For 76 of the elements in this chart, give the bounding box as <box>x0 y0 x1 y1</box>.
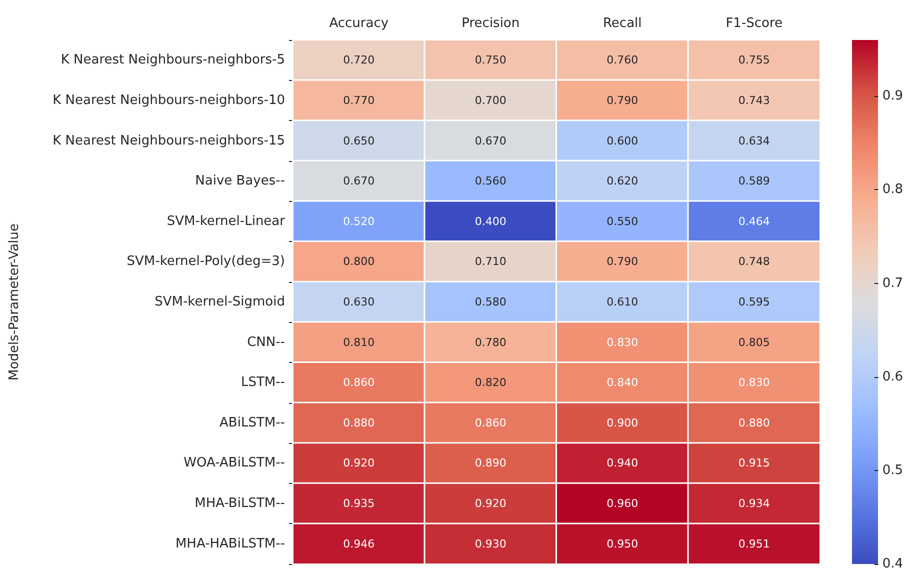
color-bar-label: 0.5 <box>882 462 904 478</box>
x-tick-label: Recall <box>602 16 642 31</box>
y-tick-label: ABiLSTM-- <box>220 415 286 430</box>
y-tick-label: SVM-kernel-Poly(deg=3) <box>126 254 285 270</box>
data-label: 0.748 <box>738 255 770 268</box>
data-label: 0.589 <box>738 174 770 188</box>
data-label: 0.890 <box>474 456 506 470</box>
y-tick-label: LSTM-- <box>240 375 286 390</box>
x-tick-label: Accuracy <box>329 16 389 31</box>
data-label: 0.755 <box>738 54 770 67</box>
data-label: 0.770 <box>343 94 375 107</box>
data-label: 0.580 <box>474 296 506 308</box>
data-label: 0.951 <box>738 537 770 550</box>
data-label: 0.960 <box>606 497 638 510</box>
data-label: 0.595 <box>738 296 770 308</box>
y-axis-title: Models-Parameter-Value <box>7 224 22 380</box>
data-label: 0.940 <box>606 456 638 470</box>
data-label: 0.934 <box>738 497 770 510</box>
y-tick-label: SVM-kernel-Sigmoid <box>154 294 285 310</box>
data-label: 0.920 <box>343 456 375 470</box>
data-label: 0.750 <box>474 54 506 67</box>
color-bar-label: 0.4 <box>882 556 904 572</box>
data-label: 0.830 <box>738 376 770 390</box>
y-tick-label: SVM-kernel-Linear <box>166 214 286 229</box>
data-label: 0.650 <box>343 134 375 148</box>
data-label: 0.880 <box>343 416 375 430</box>
data-label: 0.630 <box>343 296 375 308</box>
data-label: 0.920 <box>474 497 506 510</box>
data-label: 0.950 <box>606 537 638 550</box>
data-label: 0.620 <box>606 174 638 188</box>
color-bar-label: 0.9 <box>882 88 904 104</box>
data-label: 0.743 <box>738 94 770 107</box>
color-bar-label: 0.8 <box>882 182 904 198</box>
data-label: 0.820 <box>474 376 506 390</box>
data-label: 0.790 <box>606 255 638 268</box>
data-label: 0.464 <box>738 214 770 228</box>
y-tick-label: K Nearest Neighbours-neighbors-10 <box>52 92 285 108</box>
data-label: 0.634 <box>738 134 770 148</box>
y-tick-label: MHA-BiLSTM-- <box>194 496 286 512</box>
data-label: 0.840 <box>606 376 638 390</box>
data-label: 0.710 <box>474 255 506 268</box>
data-label: 0.610 <box>606 296 638 308</box>
y-tick-label: MHA-HABiLSTM-- <box>175 536 286 552</box>
data-label: 0.935 <box>343 497 375 510</box>
data-label: 0.700 <box>474 94 506 107</box>
data-label: 0.670 <box>474 134 506 148</box>
data-label: 0.805 <box>738 336 770 349</box>
color-bar-label: 0.6 <box>882 369 904 384</box>
data-label: 0.930 <box>474 537 506 550</box>
data-label: 0.810 <box>343 336 375 349</box>
data-label: 0.720 <box>343 54 375 67</box>
data-label: 0.880 <box>738 416 770 430</box>
y-tick-label: K Nearest Neighbours-neighbors-5 <box>60 52 285 68</box>
x-tick-label: Precision <box>462 16 520 31</box>
color-bar-label: 0.7 <box>882 276 904 291</box>
y-tick-label: K Nearest Neighbours-neighbors-15 <box>52 133 285 148</box>
data-label: 0.790 <box>606 94 638 107</box>
data-label: 0.760 <box>606 54 638 67</box>
x-tick-label: F1-Score <box>726 16 783 31</box>
data-label: 0.600 <box>606 134 638 148</box>
data-label: 0.670 <box>343 174 375 188</box>
data-label: 0.900 <box>606 416 638 430</box>
data-label: 0.560 <box>474 174 506 188</box>
data-label: 0.520 <box>343 214 375 228</box>
data-label: 0.915 <box>738 456 770 470</box>
data-label: 0.860 <box>343 376 375 390</box>
data-label: 0.550 <box>606 214 638 228</box>
data-label: 0.780 <box>474 336 506 349</box>
data-label: 0.400 <box>474 214 506 228</box>
data-label: 0.860 <box>474 416 506 430</box>
y-tick-label: Naive Bayes-- <box>195 174 286 189</box>
data-label: 0.946 <box>343 537 375 550</box>
y-tick-label: CNN-- <box>247 334 286 350</box>
y-tick-label: WOA-ABiLSTM-- <box>184 456 286 471</box>
data-label: 0.830 <box>606 336 638 349</box>
data-label: 0.800 <box>343 255 375 268</box>
